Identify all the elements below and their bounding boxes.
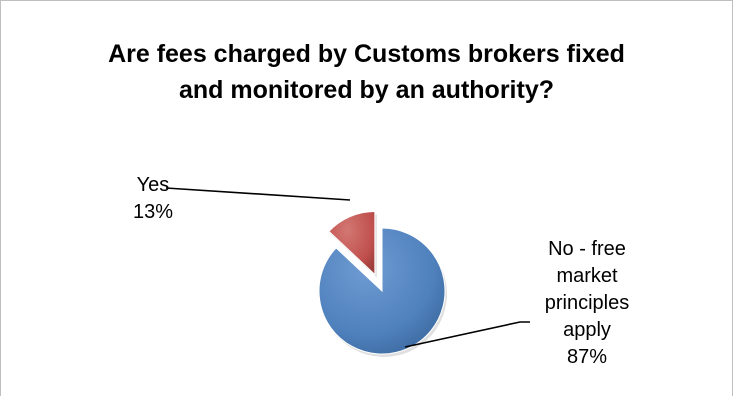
leader-line-no: [404, 321, 530, 348]
slice-label-no-percent: 87%: [566, 346, 608, 368]
pie-slice-yes: [328, 210, 376, 276]
slice-label-yes: Yes 13%: [118, 172, 188, 226]
slice-label-no-line-1: No - free: [548, 238, 626, 260]
slice-label-no-line-2: market: [556, 265, 618, 287]
leader-line-yes: [165, 187, 351, 201]
slice-label-no: No - free market principles apply 87%: [522, 236, 652, 371]
chart-title: Are fees charged by Customs brokers fixe…: [0, 36, 733, 108]
chart-title-line-1: Are fees charged by Customs brokers fixe…: [108, 40, 625, 68]
slice-label-no-line-4: apply: [563, 319, 611, 341]
chart-title-line-2: and monitored by an authority?: [178, 76, 554, 104]
pie-slice-no: [318, 227, 446, 355]
slice-label-yes-name: Yes: [136, 174, 170, 196]
slice-label-yes-percent: 13%: [132, 201, 174, 223]
slice-label-no-line-3: principles: [544, 292, 630, 314]
